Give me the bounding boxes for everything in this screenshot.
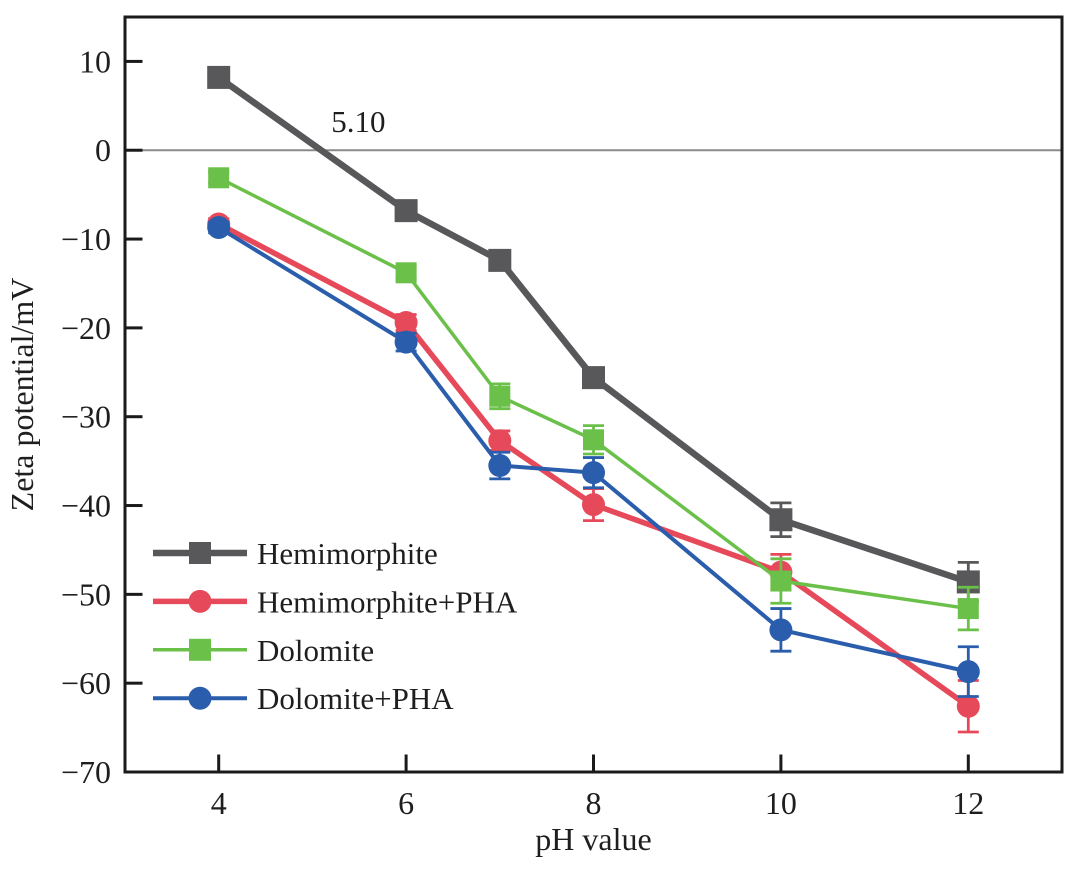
data-point-square (489, 385, 511, 407)
legend-swatch-circle (188, 589, 212, 613)
data-point-circle (956, 660, 980, 684)
series-line-hemimorphite-pha (217, 221, 970, 709)
legend-label: Hemimorphite (257, 536, 438, 571)
x-tick-label: 4 (211, 785, 227, 821)
series-hemimorphite (207, 65, 980, 603)
x-tick-label: 8 (586, 785, 602, 821)
data-point-square (583, 429, 604, 451)
data-point-circle (488, 429, 512, 453)
data-point-square (488, 248, 512, 272)
plot-frame (123, 15, 1064, 774)
legend: Hemimorphite Hemimorphite+PHA Dolomite Dolo… (153, 536, 518, 716)
data-point-square (208, 167, 230, 189)
data-point-square (957, 598, 979, 620)
data-point-circle (769, 618, 793, 642)
y-tick-label: −30 (61, 399, 111, 435)
y-tick-label: −20 (61, 310, 111, 346)
data-point-circle (582, 493, 605, 517)
legend-swatch-circle (188, 686, 212, 710)
data-point-circle (394, 330, 418, 354)
data-point-square (769, 508, 793, 532)
series-dolomite (208, 167, 979, 632)
y-axis-title: Zeta potential/mV (4, 278, 40, 512)
legend-label: Dolomite (257, 633, 374, 668)
data-point-square (394, 199, 418, 223)
y-tick-label: 10 (79, 43, 111, 79)
data-point-square (207, 65, 231, 89)
data-point-square (395, 262, 417, 284)
x-tick-label: 12 (952, 785, 984, 821)
legend-item-hemimorphite-pha: Hemimorphite+PHA (153, 584, 518, 619)
legend-item-dolomite: Dolomite (153, 633, 374, 668)
y-tick-label: −50 (61, 576, 111, 612)
y-tick-label: −60 (61, 665, 111, 701)
data-point-circle (582, 461, 605, 485)
data-point-square (770, 570, 792, 592)
iep-annotation: 5.10 (331, 104, 385, 139)
legend-label: Hemimorphite+PHA (257, 584, 518, 619)
y-tick-label: 0 (95, 132, 111, 168)
series-line-dolomite-pha (217, 225, 969, 674)
x-tick-label: 6 (398, 785, 414, 821)
x-axis-title: pH value (535, 821, 651, 857)
legend-item-dolomite-pha: Dolomite+PHA (153, 681, 454, 716)
y-tick-label: −70 (61, 754, 111, 790)
y-tick-label: −10 (61, 221, 111, 257)
legend-item-hemimorphite: Hemimorphite (153, 536, 438, 571)
data-point-circle (207, 216, 231, 240)
y-tick-label: −40 (61, 488, 111, 524)
data-point-circle (488, 454, 512, 478)
x-tick-label: 10 (765, 785, 797, 821)
series-line-dolomite (217, 176, 969, 611)
data-point-square (582, 366, 605, 390)
data-point-circle (394, 311, 418, 335)
series-line-hemimorphite (216, 74, 970, 586)
data-point-circle (956, 694, 980, 718)
legend-label: Dolomite+PHA (257, 681, 454, 716)
series-dolomite-pha (207, 216, 980, 698)
legend-swatch-square (189, 638, 211, 661)
legend-swatch-square (189, 542, 211, 564)
